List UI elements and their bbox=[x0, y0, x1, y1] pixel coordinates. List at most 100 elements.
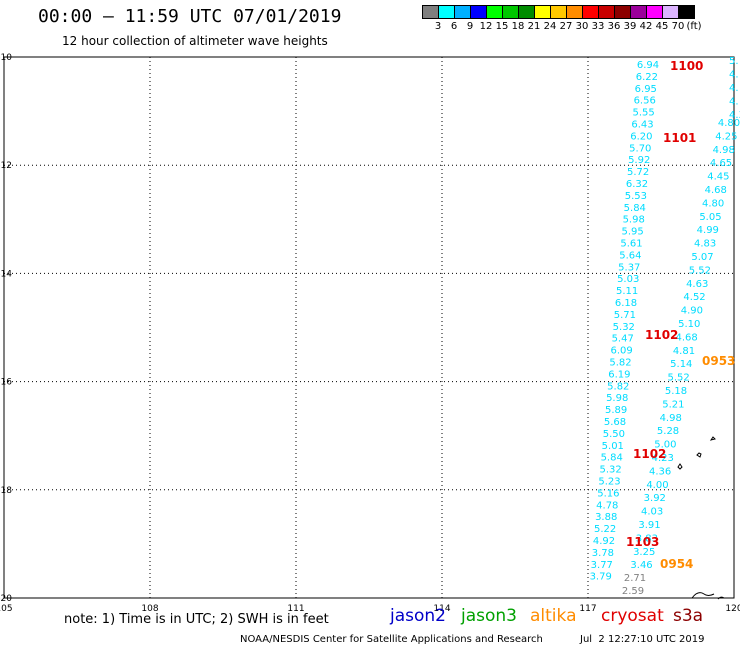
swh-value: 4.65 bbox=[710, 158, 732, 169]
swh-value: 5.07 bbox=[691, 252, 713, 263]
swh-value: 5.10 bbox=[678, 319, 700, 330]
lon-tick-label: 105 bbox=[0, 604, 13, 614]
lat-tick-label: -12 bbox=[0, 161, 12, 171]
swh-value-edge: 4. bbox=[729, 97, 739, 108]
swh-value: 5.32 bbox=[613, 322, 635, 333]
swh-value-edge: 4. bbox=[729, 70, 739, 81]
swh-value-edge: 4.3 bbox=[729, 110, 740, 121]
swh-value: 5.28 bbox=[657, 426, 679, 437]
swh-value: 3.83 bbox=[636, 533, 658, 544]
swh-value: 4.68 bbox=[675, 332, 697, 343]
swh-value: 2.71 bbox=[624, 573, 646, 584]
swh-value: 5.95 bbox=[621, 227, 643, 238]
swh-value: 4.36 bbox=[649, 466, 671, 477]
swh-value: 3.91 bbox=[638, 520, 660, 531]
swh-value: 4.45 bbox=[707, 172, 729, 183]
lon-tick-label: 120 bbox=[725, 604, 740, 614]
swh-value: 4.25 bbox=[715, 131, 737, 142]
swh-value: 5.84 bbox=[601, 453, 623, 464]
swh-value: 4.81 bbox=[673, 346, 695, 357]
lat-tick-label: -10 bbox=[0, 53, 12, 63]
legend-label: 12 bbox=[479, 21, 493, 32]
legend-label: 27 bbox=[559, 21, 573, 32]
swh-value: 5.61 bbox=[620, 239, 642, 250]
swh-value: 4.68 bbox=[705, 185, 727, 196]
legend-label: 42 bbox=[639, 21, 653, 32]
swh-value: 5.53 bbox=[625, 191, 647, 202]
coastline bbox=[717, 596, 725, 600]
legend-label: 36 bbox=[607, 21, 621, 32]
legend-label: 39 bbox=[623, 21, 637, 32]
swh-value: 5.11 bbox=[616, 286, 638, 297]
swh-value: 5.05 bbox=[699, 212, 721, 223]
swh-value: 5.14 bbox=[670, 359, 692, 370]
swh-value: 5.00 bbox=[654, 440, 676, 451]
swh-value: 6.18 bbox=[615, 298, 637, 309]
swh-value: 6.22 bbox=[636, 72, 658, 83]
legend-label: 21 bbox=[527, 21, 541, 32]
swh-value: 6.32 bbox=[626, 179, 648, 190]
swh-value: 5.55 bbox=[632, 108, 654, 119]
legend-jason3: jason3 bbox=[461, 606, 517, 626]
swh-value: 5.98 bbox=[606, 393, 628, 404]
swh-value: 2.59 bbox=[622, 586, 644, 597]
swh-value: 5.37 bbox=[618, 262, 640, 273]
swh-value: 4.78 bbox=[596, 500, 618, 511]
swh-value: 4.98 bbox=[660, 413, 682, 424]
swh-value: 5.23 bbox=[598, 477, 620, 488]
map-title: 00:00 – 11:59 UTC 07/01/2019 bbox=[38, 6, 342, 27]
swh-value: 5.18 bbox=[665, 386, 687, 397]
swh-value: 4.23 bbox=[652, 453, 674, 464]
legend-s3a: s3a bbox=[673, 606, 704, 626]
swh-value: 4.80 bbox=[702, 198, 724, 209]
swh-value: 5.98 bbox=[623, 215, 645, 226]
lat-tick-label: -18 bbox=[0, 486, 12, 496]
swh-value: 4.98 bbox=[713, 145, 735, 156]
lat-tick-label: -20 bbox=[0, 594, 12, 604]
island-outline bbox=[677, 463, 683, 470]
legend-label: 24 bbox=[543, 21, 557, 32]
pass-time-label: 1102 bbox=[645, 328, 678, 342]
generated-timestamp: Jul 2 12:27:10 UTC 2019 bbox=[580, 634, 705, 645]
lat-tick-label: -16 bbox=[0, 378, 12, 388]
swh-value: 5.50 bbox=[603, 429, 625, 440]
swh-value: 3.46 bbox=[630, 560, 652, 571]
swh-value: 4.63 bbox=[686, 279, 708, 290]
legend-jason2: jason2 bbox=[390, 606, 446, 626]
swh-value: 5.21 bbox=[662, 399, 684, 410]
legend-label: 6 bbox=[450, 21, 458, 32]
swh-value: 4.92 bbox=[593, 536, 615, 547]
swh-value: 5.01 bbox=[602, 441, 624, 452]
swh-value: 5.22 bbox=[594, 524, 616, 535]
swh-value: 6.94 bbox=[637, 60, 659, 71]
swh-value: 5.89 bbox=[605, 405, 627, 416]
swh-value: 5.84 bbox=[624, 203, 646, 214]
legend-label: 45 bbox=[655, 21, 669, 32]
swh-value: 4.80 bbox=[718, 118, 740, 129]
swh-value: 5.03 bbox=[617, 274, 639, 285]
legend-label: 15 bbox=[495, 21, 509, 32]
swh-value: 5.52 bbox=[689, 265, 711, 276]
swh-value-edge: 5. bbox=[729, 56, 739, 67]
swh-value: 4.83 bbox=[694, 239, 716, 250]
swh-value: 5.82 bbox=[607, 381, 629, 392]
swh-value: 3.92 bbox=[644, 493, 666, 504]
legend-label: 3 bbox=[434, 21, 442, 32]
swh-value: 5.82 bbox=[609, 358, 631, 369]
swh-value: 4.52 bbox=[683, 292, 705, 303]
swh-value: 5.52 bbox=[668, 373, 690, 384]
swh-value: 3.78 bbox=[592, 548, 614, 559]
swh-value: 5.71 bbox=[614, 310, 636, 321]
legend-label: 70 bbox=[671, 21, 685, 32]
swh-value: 3.25 bbox=[633, 547, 655, 558]
island-outline bbox=[696, 452, 702, 458]
swh-value: 5.16 bbox=[597, 488, 619, 499]
swh-value: 5.47 bbox=[612, 334, 634, 345]
legend-altika: altika bbox=[530, 606, 577, 626]
lon-tick-label: 117 bbox=[579, 604, 596, 614]
legend-label: 18 bbox=[511, 21, 525, 32]
credit-line: NOAA/NESDIS Center for Satellite Applica… bbox=[240, 634, 543, 645]
swh-value-edge: 4. bbox=[729, 83, 739, 94]
map-subtitle: 12 hour collection of altimeter wave hei… bbox=[62, 34, 328, 48]
